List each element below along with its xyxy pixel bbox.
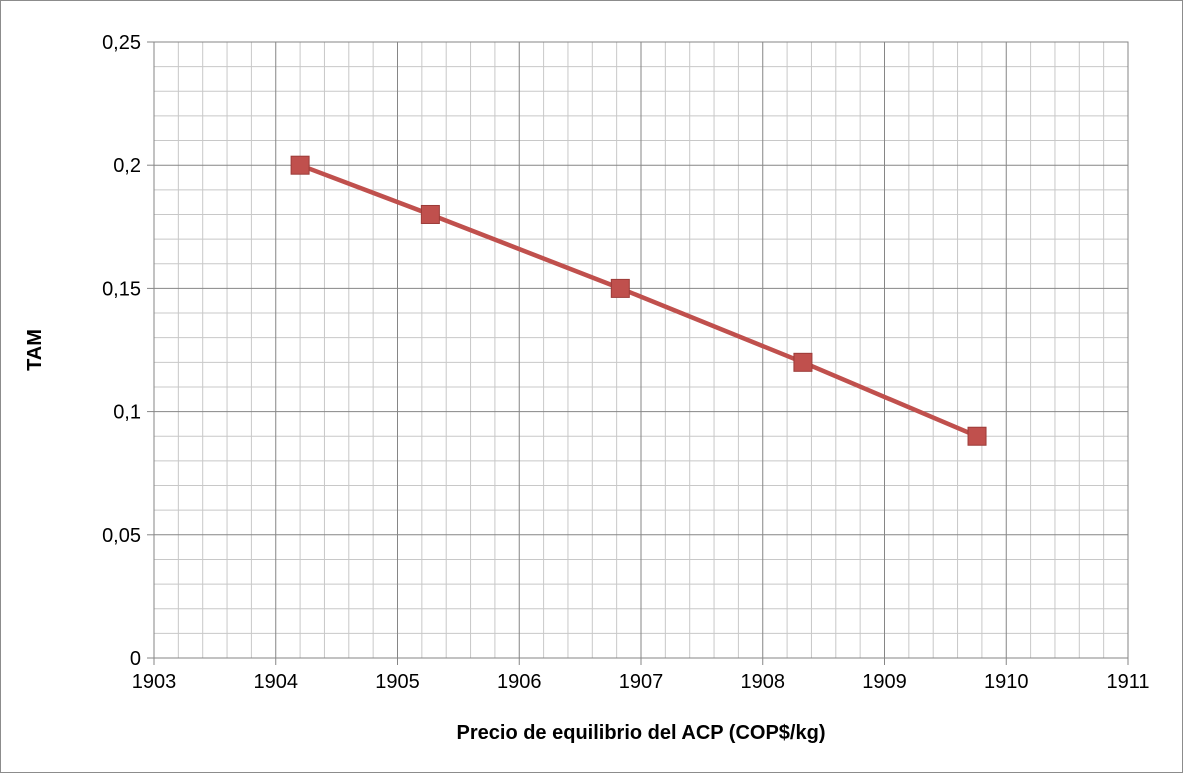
y-tick-label: 0,05 <box>102 525 141 547</box>
series-layer <box>290 155 987 446</box>
x-tick-label: 1908 <box>741 671 786 693</box>
x-tick-label: 1904 <box>254 671 299 693</box>
x-tick-label: 1909 <box>862 671 907 693</box>
x-tick-label: 1910 <box>984 671 1029 693</box>
data-point-marker <box>290 155 310 175</box>
series-line <box>299 163 978 439</box>
y-axis-title: TAM <box>24 329 46 371</box>
x-tick-label: 1903 <box>132 671 177 693</box>
y-axis-tick-labels: 0 0,05 0,1 0,15 0,2 0,25 <box>102 32 154 670</box>
data-point-marker <box>967 426 987 446</box>
data-point-marker <box>793 352 813 372</box>
data-point-marker <box>420 204 440 224</box>
y-tick-label: 0,25 <box>102 32 141 54</box>
x-tick-label: 1906 <box>497 671 542 693</box>
x-tick-label: 1911 <box>1106 671 1149 693</box>
x-axis-tick-labels: 1903 1904 1905 1906 1907 1908 1909 1910 1911 <box>132 658 1150 693</box>
x-axis-title: Precio de equilibrio del ACP (COP$/kg) <box>457 722 826 744</box>
y-tick-label: 0,15 <box>102 278 141 300</box>
x-tick-label: 1907 <box>619 671 664 693</box>
data-point-marker <box>610 278 630 298</box>
y-tick-label: 0,2 <box>113 155 141 177</box>
y-tick-label: 0,1 <box>113 402 141 424</box>
x-tick-label: 1905 <box>375 671 420 693</box>
y-tick-label: 0 <box>130 648 141 670</box>
